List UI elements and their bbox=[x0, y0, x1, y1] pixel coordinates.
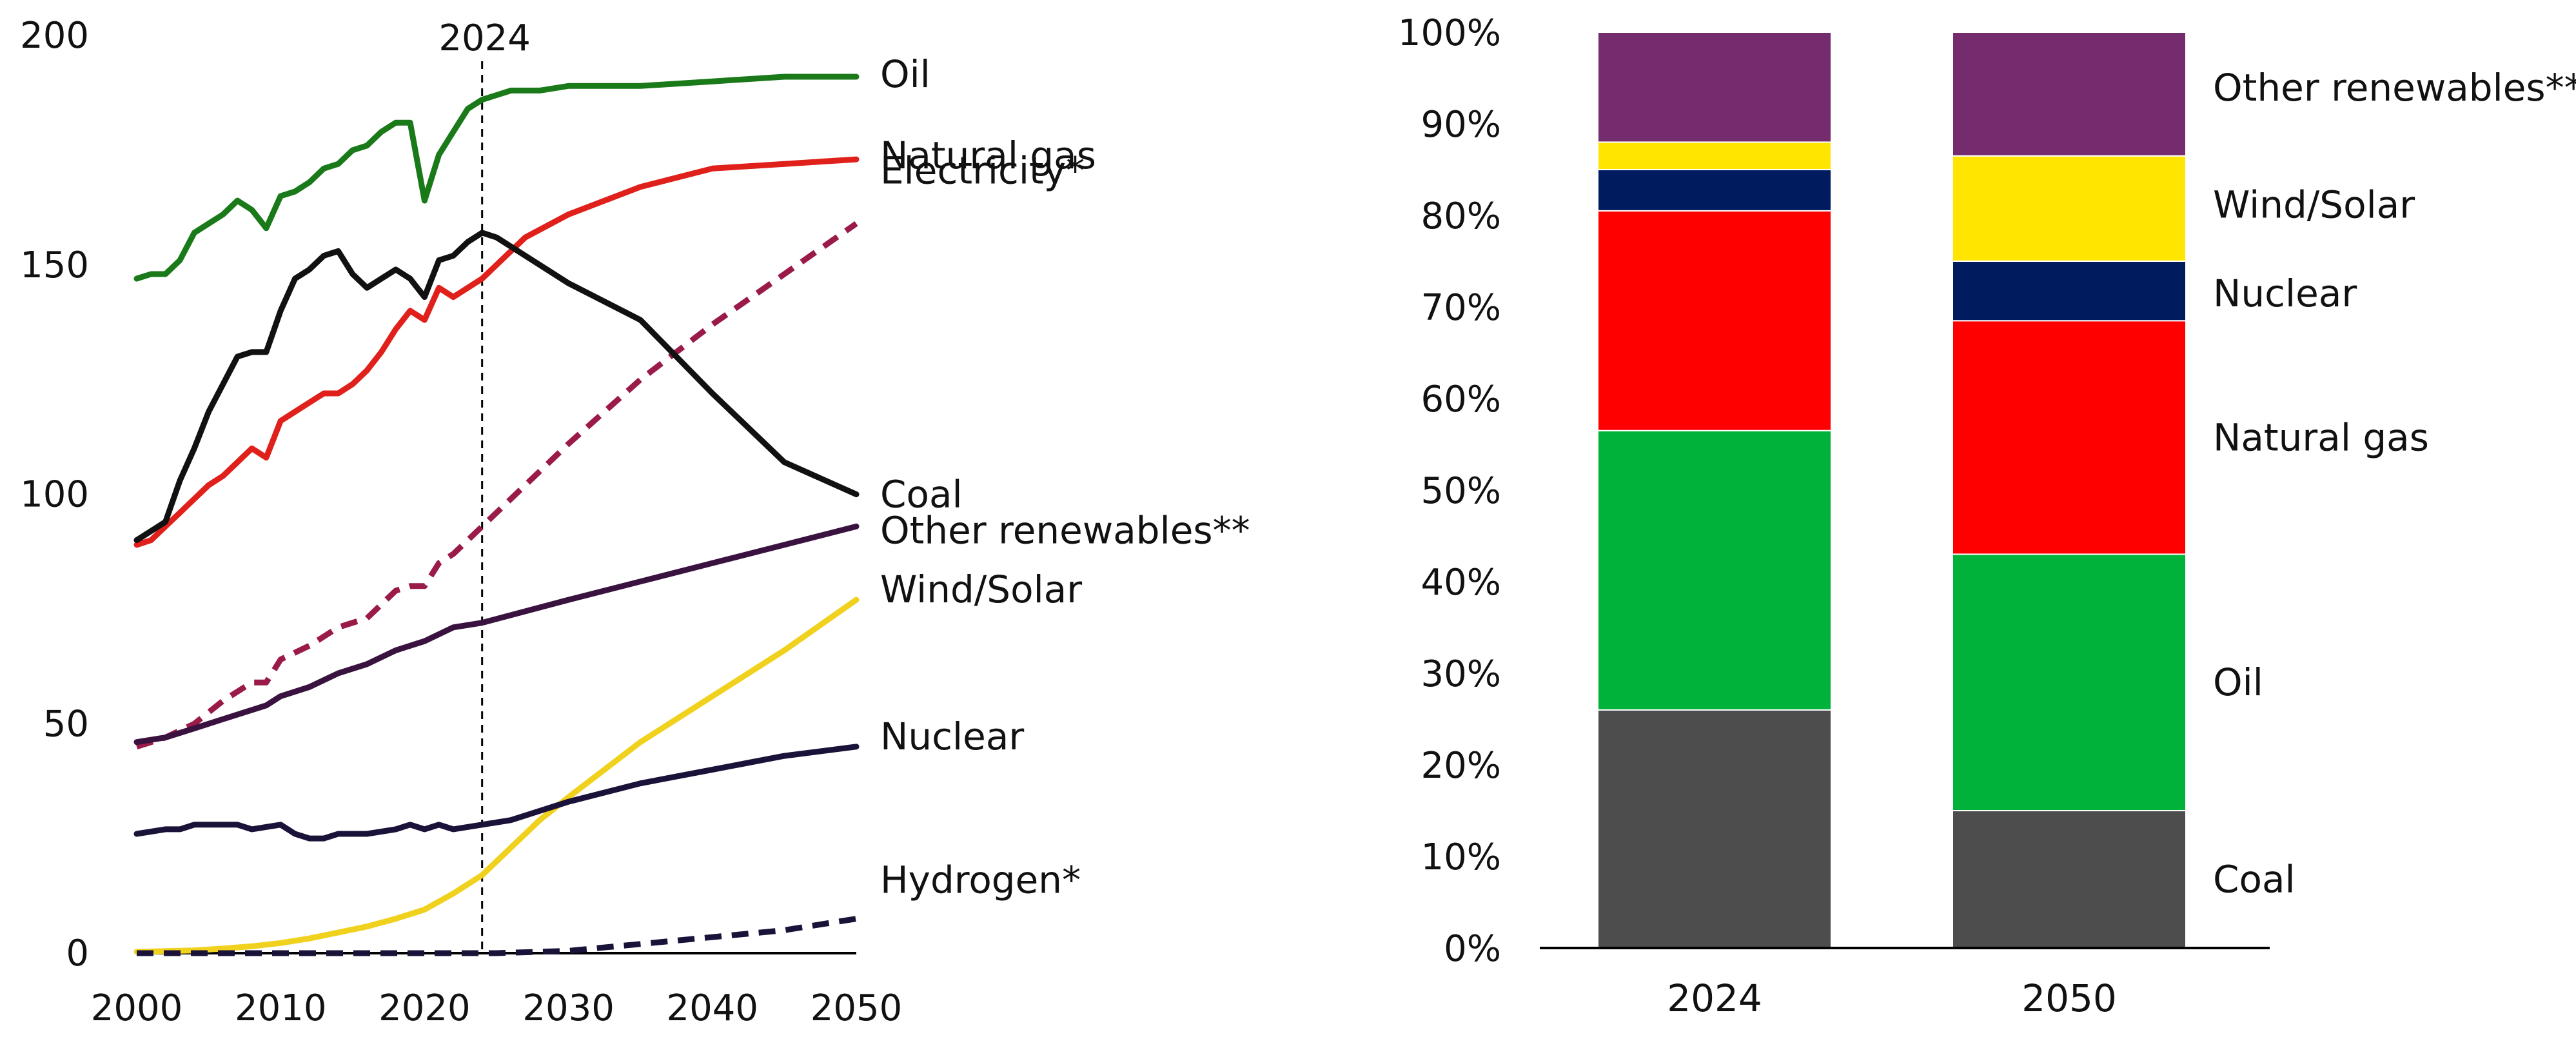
series-line-other-renewables bbox=[133, 523, 860, 746]
bar-y-tick-label-90: 90% bbox=[1421, 104, 1501, 146]
bar-y-tick-label-50: 50% bbox=[1421, 470, 1501, 512]
bar-segment-label-coal: Coal bbox=[2213, 858, 2296, 902]
series-line-hydrogen bbox=[137, 916, 857, 956]
y-tick-label-50: 50 bbox=[43, 703, 89, 745]
line-chart: 0 50 100 150 200 2000 2010 2020 2030 2040 2050 2024… bbox=[20, 15, 1250, 1029]
series-label-oil: Oil bbox=[880, 52, 930, 96]
bar-segment-nuclear-2024 bbox=[1597, 169, 1832, 212]
bar-y-tick-label-30: 30% bbox=[1421, 653, 1501, 695]
stacked-bar-chart: 0% 10% 20% 30% 40% 50% 60% 70% 80% 90% 100% 2024 205… bbox=[1398, 12, 2576, 1020]
series-label-coal: Coal bbox=[880, 473, 963, 517]
bar-segment-label-oil: Oil bbox=[2213, 660, 2263, 704]
bar-segment-wind-solar-2050 bbox=[1952, 155, 2187, 262]
bar-y-tick-label-60: 60% bbox=[1421, 379, 1501, 420]
bar-y-tick-label-70: 70% bbox=[1421, 287, 1501, 329]
bar-y-tick-label-100: 100% bbox=[1398, 12, 1501, 54]
y-tick-label-0: 0 bbox=[66, 933, 89, 974]
bar-y-tick-label-80: 80% bbox=[1421, 195, 1501, 237]
series-line-natural-gas bbox=[133, 156, 860, 548]
bar-segment-other-renewables-2050 bbox=[1952, 32, 2187, 157]
bar-category-label-2024: 2024 bbox=[1667, 976, 1762, 1020]
marker-line-label: 2024 bbox=[438, 17, 531, 59]
series-line-electricity bbox=[135, 221, 858, 750]
bar-y-tick-label-20: 20% bbox=[1421, 745, 1501, 787]
bar-segment-wind-solar-2024 bbox=[1597, 141, 1832, 170]
bar-y-tick-label-0: 0% bbox=[1444, 928, 1501, 970]
series-label-electricity: Electricity* bbox=[880, 149, 1085, 193]
y-tick-label-100: 100 bbox=[20, 474, 89, 516]
bar-y-tick-label-10: 10% bbox=[1421, 836, 1501, 878]
x-tick-label-2020: 2020 bbox=[379, 987, 471, 1029]
bar-segment-coal-2050 bbox=[1952, 810, 2187, 949]
bar-segment-coal-2024 bbox=[1597, 709, 1832, 949]
series-label-nuclear: Nuclear bbox=[880, 715, 1024, 758]
bar-segment-natural-gas-2050 bbox=[1952, 320, 2187, 555]
x-tick-label-2050: 2050 bbox=[811, 987, 903, 1029]
series-line-wind-solar bbox=[133, 597, 860, 955]
bar-segment-other-renewables-2024 bbox=[1597, 32, 1832, 143]
series-label-other-renewables: Other renewables** bbox=[880, 508, 1250, 552]
series-label-hydrogen: Hydrogen* bbox=[880, 858, 1081, 902]
bar-segment-label-natural-gas: Natural gas bbox=[2213, 415, 2429, 459]
bar-segment-oil-2050 bbox=[1952, 553, 2187, 812]
bar-segment-label-nuclear: Nuclear bbox=[2213, 272, 2357, 315]
bar-segment-label-wind-solar: Wind/Solar bbox=[2213, 183, 2415, 226]
bar-y-tick-label-40: 40% bbox=[1421, 562, 1501, 604]
x-tick-label-2010: 2010 bbox=[235, 987, 327, 1029]
x-tick-label-2040: 2040 bbox=[667, 987, 759, 1029]
y-tick-label-150: 150 bbox=[20, 244, 89, 286]
bar-category-label-2050: 2050 bbox=[2021, 976, 2117, 1020]
series-line-coal bbox=[133, 230, 860, 544]
series-label-natural-gas: Natural gas bbox=[880, 133, 1096, 177]
series-line-oil bbox=[133, 74, 860, 282]
x-tick-label-2030: 2030 bbox=[522, 987, 615, 1029]
bar-segment-nuclear-2050 bbox=[1952, 261, 2187, 322]
bar-segment-natural-gas-2024 bbox=[1597, 210, 1832, 431]
series-label-wind-solar: Wind/Solar bbox=[880, 568, 1082, 611]
bar-segment-oil-2024 bbox=[1597, 430, 1832, 711]
bar-segment-label-other-renewables: Other renewables** bbox=[2213, 66, 2576, 110]
x-tick-label-2000: 2000 bbox=[91, 987, 183, 1029]
y-tick-label-200: 200 bbox=[20, 15, 89, 57]
series-line-nuclear bbox=[133, 744, 860, 842]
